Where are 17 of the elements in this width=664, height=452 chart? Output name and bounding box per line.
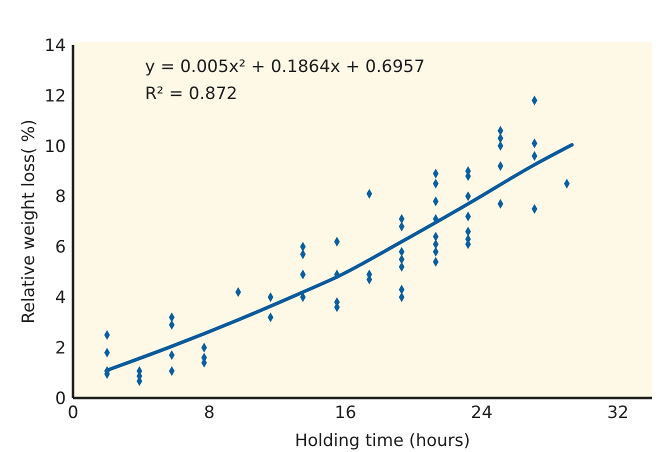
y-tick-label: 12 bbox=[44, 86, 66, 106]
y-tick-label: 14 bbox=[44, 36, 66, 56]
annotation: y = 0.005x² + 0.1864x + 0.6957 bbox=[145, 57, 425, 77]
y-tick-label: 4 bbox=[55, 288, 66, 308]
x-axis-title: Holding time (hours) bbox=[294, 431, 470, 451]
y-tick-label: 2 bbox=[55, 338, 66, 359]
y-axis-title: Relative weight loss( %) bbox=[19, 119, 39, 324]
y-tick-label: 10 bbox=[44, 136, 66, 157]
annotation: R² = 0.872 bbox=[145, 84, 238, 104]
x-tick-label: 8 bbox=[204, 403, 215, 423]
y-tick-label: 0 bbox=[55, 388, 66, 409]
x-tick-label: 24 bbox=[470, 403, 493, 423]
y-tick-label: 8 bbox=[55, 187, 66, 208]
x-tick-label: 16 bbox=[334, 403, 356, 423]
y-tick-label: 6 bbox=[55, 238, 66, 258]
x-tick-label: 0 bbox=[68, 403, 78, 423]
x-tick-label: 32 bbox=[607, 403, 629, 423]
